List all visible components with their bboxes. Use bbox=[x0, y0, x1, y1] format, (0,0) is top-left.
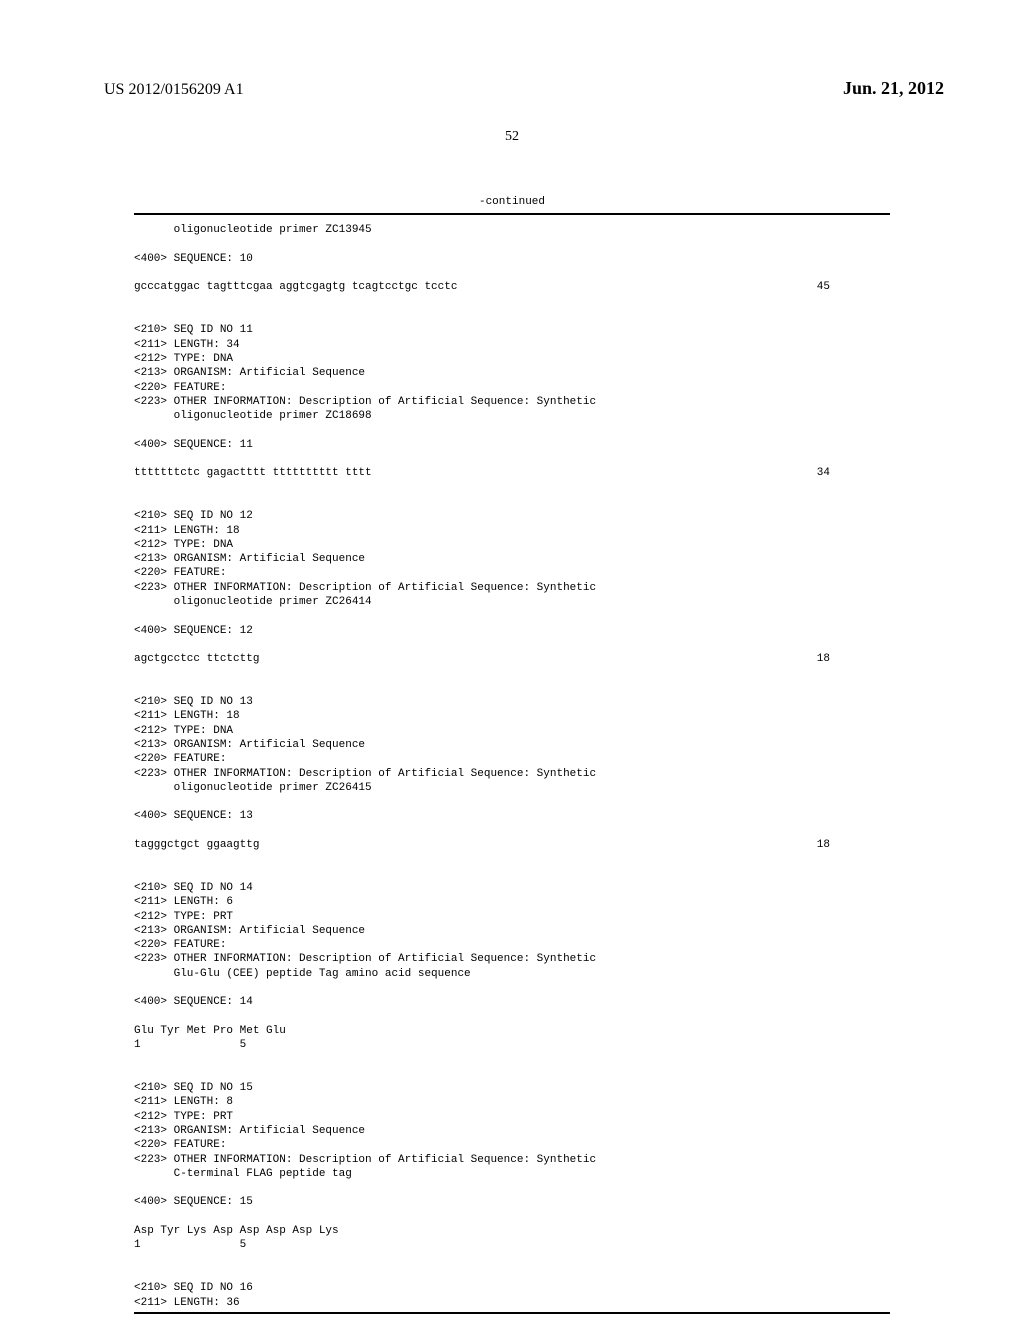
sequence-text: tttttttctc gagactttt tttttttttt tttt bbox=[134, 466, 372, 480]
blank-line bbox=[134, 1267, 890, 1281]
seq-header-line: <212> TYPE: DNA bbox=[134, 352, 890, 366]
sequence-text: agctgcctcc ttctcttg bbox=[134, 652, 259, 666]
seq-header-line: <223> OTHER INFORMATION: Description of … bbox=[134, 395, 890, 409]
seq-header-line: <223> OTHER INFORMATION: Description of … bbox=[134, 767, 890, 781]
blank-line bbox=[134, 481, 890, 495]
sequence-text: gcccatggac tagtttcgaa aggtcgagtg tcagtcc… bbox=[134, 280, 457, 294]
sequence-positions: 1 5 bbox=[134, 1038, 890, 1052]
seq-header-line: <210> SEQ ID NO 16 bbox=[134, 1281, 890, 1295]
blank-line bbox=[134, 238, 890, 252]
seq-header-line: <223> OTHER INFORMATION: Description of … bbox=[134, 581, 890, 595]
page-number: 52 bbox=[0, 129, 1024, 145]
seq-header-line: <220> FEATURE: bbox=[134, 938, 890, 952]
blank-line bbox=[134, 981, 890, 995]
top-rule bbox=[134, 213, 890, 215]
sequence-label: <400> SEQUENCE: 13 bbox=[134, 809, 890, 823]
blank-line bbox=[134, 452, 890, 466]
seq-header-line: oligonucleotide primer ZC26414 bbox=[134, 595, 890, 609]
sequence-line: agctgcctcc ttctcttg 18 bbox=[134, 652, 890, 666]
seq-header-line: <211> LENGTH: 6 bbox=[134, 895, 890, 909]
bottom-rule bbox=[134, 1312, 890, 1314]
blank-line bbox=[134, 1053, 890, 1067]
sequence-position: 18 bbox=[817, 652, 890, 666]
sequence-label: <400> SEQUENCE: 14 bbox=[134, 995, 890, 1009]
blank-line bbox=[134, 795, 890, 809]
seq-header-line: C-terminal FLAG peptide tag bbox=[134, 1167, 890, 1181]
sequence-line: tttttttctc gagactttt tttttttttt tttt 34 bbox=[134, 466, 890, 480]
seq-header-line: <211> LENGTH: 36 bbox=[134, 1296, 890, 1310]
seq-header-line: oligonucleotide primer ZC26415 bbox=[134, 781, 890, 795]
blank-line bbox=[134, 681, 890, 695]
sequence-line: tagggctgct ggaagttg 18 bbox=[134, 838, 890, 852]
seq-header-line: <211> LENGTH: 34 bbox=[134, 338, 890, 352]
seq-header-line: <212> TYPE: DNA bbox=[134, 724, 890, 738]
seq-header-line: <210> SEQ ID NO 14 bbox=[134, 881, 890, 895]
blank-line bbox=[134, 1253, 890, 1267]
blank-line bbox=[134, 1067, 890, 1081]
sequence-label: <400> SEQUENCE: 15 bbox=[134, 1195, 890, 1209]
seq-header-line: <210> SEQ ID NO 13 bbox=[134, 695, 890, 709]
blank-line bbox=[134, 609, 890, 623]
sequence-position: 45 bbox=[817, 280, 890, 294]
blank-line bbox=[134, 1010, 890, 1024]
sequence-line: gcccatggac tagtttcgaa aggtcgagtg tcagtcc… bbox=[134, 280, 890, 294]
seq-header-line: <212> TYPE: PRT bbox=[134, 1110, 890, 1124]
seq-header-line: <211> LENGTH: 18 bbox=[134, 709, 890, 723]
seq-header-line: <210> SEQ ID NO 11 bbox=[134, 323, 890, 337]
sequence-text: tagggctgct ggaagttg bbox=[134, 838, 259, 852]
sequence-position: 34 bbox=[817, 466, 890, 480]
seq-header-line: <210> SEQ ID NO 12 bbox=[134, 509, 890, 523]
blank-line bbox=[134, 309, 890, 323]
continued-label: -continued bbox=[134, 195, 890, 209]
seq-header-line: <213> ORGANISM: Artificial Sequence bbox=[134, 552, 890, 566]
publication-date: Jun. 21, 2012 bbox=[843, 78, 944, 99]
blank-line bbox=[134, 824, 890, 838]
seq-header-line: <220> FEATURE: bbox=[134, 752, 890, 766]
blank-line bbox=[134, 867, 890, 881]
seq-header-line: <211> LENGTH: 8 bbox=[134, 1095, 890, 1109]
seq-header-line: <210> SEQ ID NO 15 bbox=[134, 1081, 890, 1095]
patent-number: US 2012/0156209 A1 bbox=[104, 81, 244, 99]
sequence-text: Glu Tyr Met Pro Met Glu bbox=[134, 1024, 890, 1038]
seq-header-line: <211> LENGTH: 18 bbox=[134, 524, 890, 538]
sequence-label: <400> SEQUENCE: 12 bbox=[134, 624, 890, 638]
blank-line bbox=[134, 638, 890, 652]
blank-line bbox=[134, 852, 890, 866]
seq-header-line: <213> ORGANISM: Artificial Sequence bbox=[134, 366, 890, 380]
sequence-label: <400> SEQUENCE: 11 bbox=[134, 438, 890, 452]
seq-header-line: <223> OTHER INFORMATION: Description of … bbox=[134, 952, 890, 966]
sequence-label: <400> SEQUENCE: 10 bbox=[134, 252, 890, 266]
seq-desc-continuation: oligonucleotide primer ZC13945 bbox=[134, 223, 890, 237]
seq-header-line: <220> FEATURE: bbox=[134, 381, 890, 395]
blank-line bbox=[134, 495, 890, 509]
seq-header-line: <220> FEATURE: bbox=[134, 1138, 890, 1152]
blank-line bbox=[134, 266, 890, 280]
seq-header-line: oligonucleotide primer ZC18698 bbox=[134, 409, 890, 423]
blank-line bbox=[134, 667, 890, 681]
seq-header-line: <223> OTHER INFORMATION: Description of … bbox=[134, 1153, 890, 1167]
blank-line bbox=[134, 423, 890, 437]
seq-header-line: <212> TYPE: PRT bbox=[134, 910, 890, 924]
sequence-positions: 1 5 bbox=[134, 1238, 890, 1252]
page-header: US 2012/0156209 A1 Jun. 21, 2012 bbox=[0, 0, 1024, 99]
seq-header-line: Glu-Glu (CEE) peptide Tag amino acid seq… bbox=[134, 967, 890, 981]
blank-line bbox=[134, 1210, 890, 1224]
seq-header-line: <213> ORGANISM: Artificial Sequence bbox=[134, 924, 890, 938]
seq-header-line: <213> ORGANISM: Artificial Sequence bbox=[134, 1124, 890, 1138]
seq-header-line: <213> ORGANISM: Artificial Sequence bbox=[134, 738, 890, 752]
blank-line bbox=[134, 295, 890, 309]
blank-line bbox=[134, 1181, 890, 1195]
seq-header-line: <220> FEATURE: bbox=[134, 566, 890, 580]
seq-header-line: <212> TYPE: DNA bbox=[134, 538, 890, 552]
sequence-position: 18 bbox=[817, 838, 890, 852]
sequence-text: Asp Tyr Lys Asp Asp Asp Asp Lys bbox=[134, 1224, 890, 1238]
sequence-listing: -continued oligonucleotide primer ZC1394… bbox=[134, 195, 890, 1314]
